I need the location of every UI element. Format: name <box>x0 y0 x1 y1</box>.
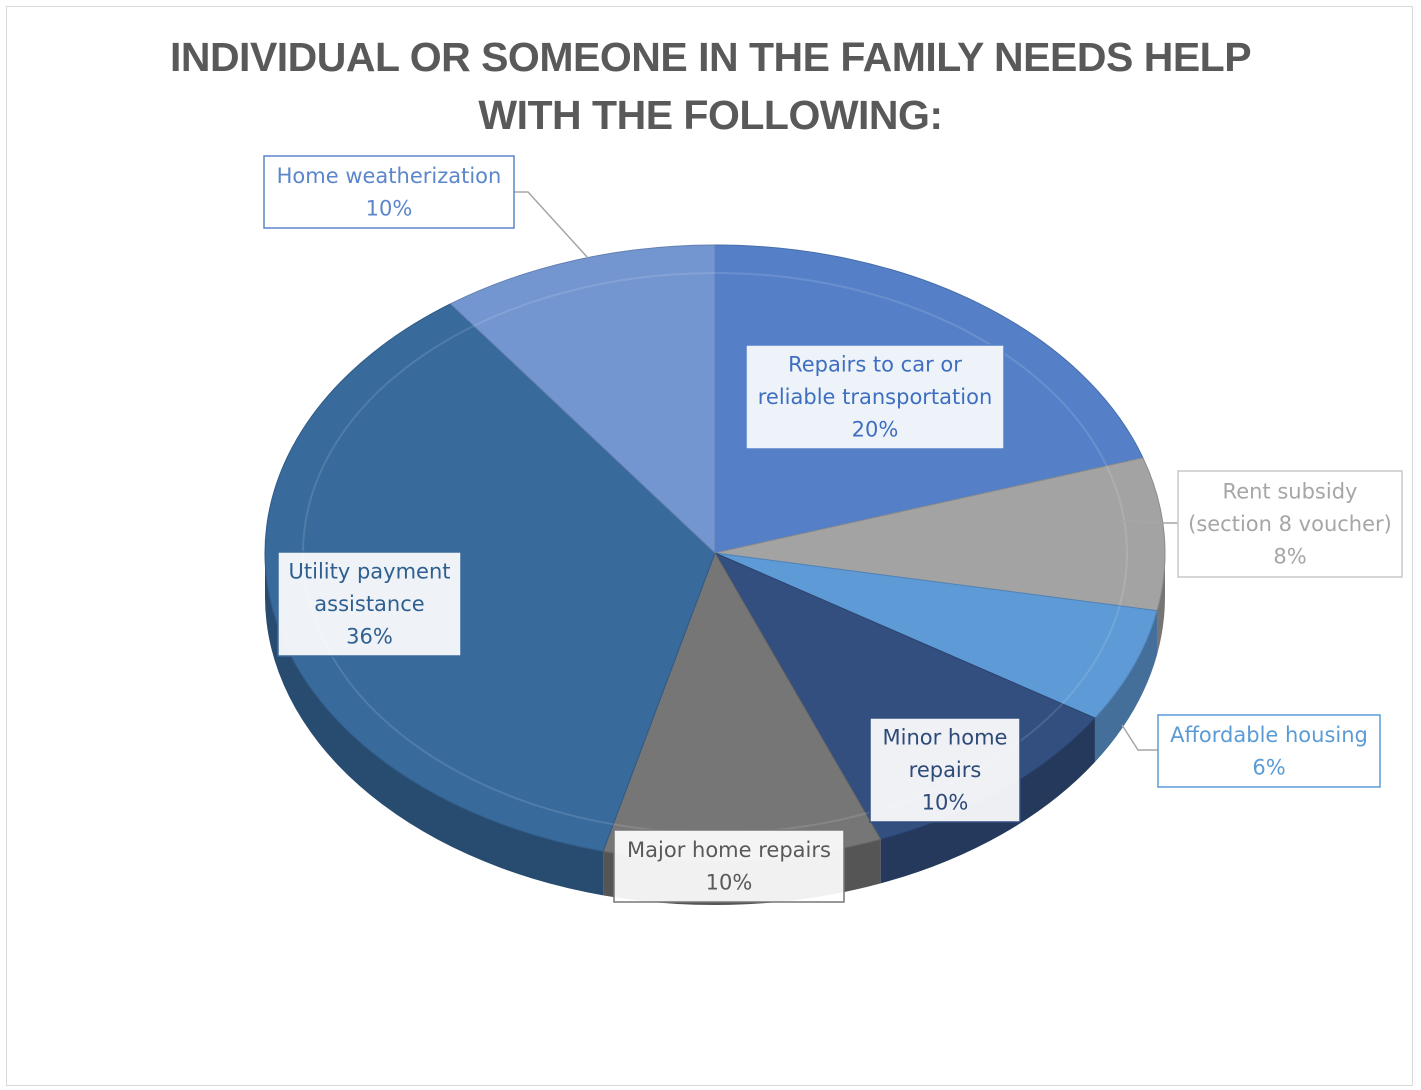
leader-line-6 <box>514 191 589 259</box>
data-label-value: 20% <box>852 418 899 442</box>
slice-side-2-0 <box>1094 610 1158 763</box>
data-label-value: 6% <box>1252 755 1285 779</box>
data-label-category: Repairs to car or <box>788 353 962 377</box>
data-label-value: 10% <box>366 196 413 220</box>
data-label-category: (section 8 voucher) <box>1188 512 1392 536</box>
data-label-value: 36% <box>346 625 393 649</box>
data-label-category: reliable transportation <box>758 385 993 409</box>
data-label-0: Repairs to car or reliable transportation… <box>745 344 1005 450</box>
data-label-category: Major home repairs <box>627 838 831 862</box>
data-label-box <box>1157 714 1381 788</box>
data-label-category: repairs <box>909 758 982 782</box>
slice-side-1-0 <box>1157 553 1165 655</box>
data-label-1: Rent subsidy (section 8 voucher) 8% <box>1177 470 1403 578</box>
data-label-6: Home weatherization 10% <box>263 155 515 229</box>
data-label-value: 10% <box>922 791 969 815</box>
data-label-category: Utility payment <box>289 560 451 584</box>
data-label-5: Utility payment assistance 36% <box>277 551 462 657</box>
data-label-value: 8% <box>1273 545 1306 569</box>
data-label-3: Minor home repairs 10% <box>869 717 1021 823</box>
data-label-category: Affordable housing <box>1170 723 1368 747</box>
leader-line-2 <box>1121 724 1158 751</box>
leader-lines <box>514 191 1178 751</box>
data-label-2: Affordable housing 6% <box>1157 714 1381 788</box>
data-label-box <box>277 551 462 657</box>
chart-title: INDIVIDUAL OR SOMEONE IN THE FAMILY NEED… <box>0 28 1421 144</box>
data-label-category: assistance <box>314 592 424 616</box>
data-label-box <box>1177 470 1403 578</box>
slice-labels: Repairs to car or reliable transportation… <box>263 155 1403 903</box>
leader-line-1 <box>1114 519 1178 524</box>
pie-slice-utility-payment-assistance <box>264 303 716 852</box>
data-label-value: 10% <box>706 870 753 894</box>
data-label-box <box>745 344 1005 450</box>
data-label-box <box>869 717 1021 823</box>
data-label-4: Major home repairs 10% <box>613 829 845 903</box>
pie-slice-rent-subsidy-section-8-voucher- <box>714 457 1166 612</box>
data-label-box <box>263 155 515 229</box>
data-label-category: Home weatherization <box>277 164 502 188</box>
data-label-box <box>613 829 845 903</box>
slice-side-5-0 <box>265 553 604 896</box>
chart-title-line-1: INDIVIDUAL OR SOMEONE IN THE FAMILY NEED… <box>169 34 1252 80</box>
pie-slice-home-weatherization <box>449 244 716 555</box>
chart-title-line-2: WITH THE FOLLOWING: <box>478 92 943 138</box>
data-label-category: Minor home <box>883 726 1008 750</box>
pie-slice-affordable-housing <box>714 552 1158 719</box>
data-label-category: Rent subsidy <box>1223 480 1358 504</box>
